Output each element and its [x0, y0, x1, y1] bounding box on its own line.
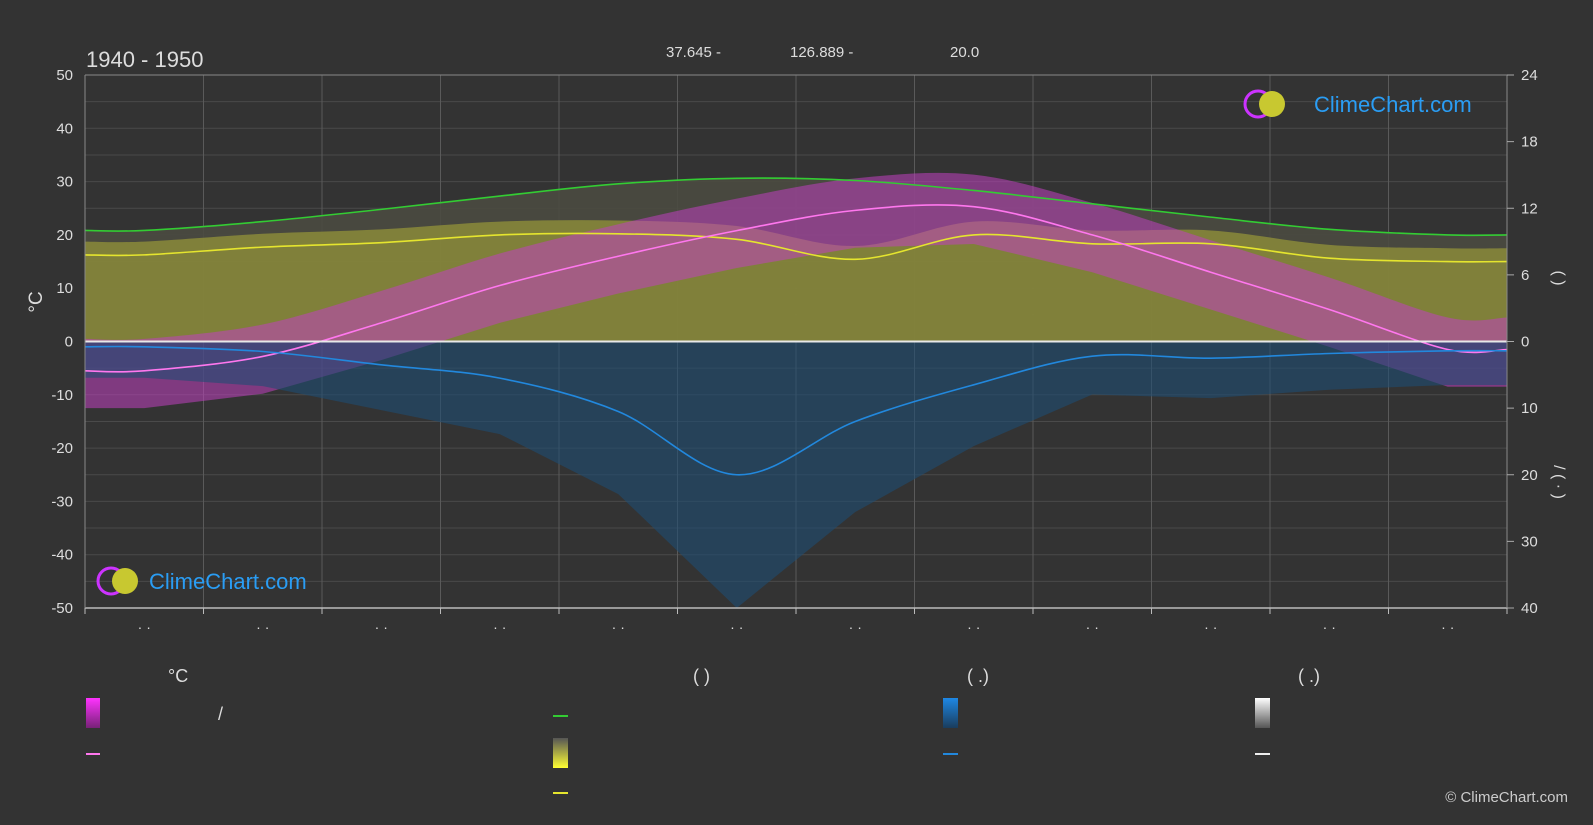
y-right-bottom-tick-label: 30: [1521, 533, 1538, 550]
brand-name-bottom: ClimeChart.com: [149, 569, 307, 594]
legend-rain-mean-swatch: [943, 753, 958, 755]
temperature-mean-line: [84, 204, 1508, 373]
x-tick-label: · ·: [612, 619, 625, 635]
logo-sun-icon: [112, 568, 138, 594]
x-tick-label: · ·: [1204, 619, 1217, 635]
legend-temp-mean-swatch: [86, 753, 100, 755]
y-left-tick-label: -50: [51, 600, 73, 617]
x-tick-label: · ·: [1086, 619, 1099, 635]
bands: [85, 172, 1507, 608]
copyright: © ClimeChart.com: [1445, 789, 1568, 806]
daylight-line: [84, 177, 1508, 237]
precipitation-area: [85, 341, 1507, 608]
x-tick-label: · ·: [256, 619, 269, 635]
x-tick-label: · ·: [375, 619, 388, 635]
brand-logo-bottom: ClimeChart.com: [96, 566, 307, 596]
legend-temp-range-swatch: [86, 698, 100, 728]
temperature-range-area: [85, 172, 1507, 409]
legend-snow-mean-swatch: [1255, 753, 1270, 755]
x-tick-label: · ·: [493, 619, 506, 635]
legend-head-rain: ( .): [967, 666, 989, 686]
y-right-bottom-tick-label: 40: [1521, 600, 1538, 617]
sunshine-line: [84, 232, 1508, 263]
legend-sunshine-swatch: [553, 792, 568, 794]
y-left-tick-label: 0: [65, 334, 73, 351]
y-right-top-tick-label: 12: [1521, 200, 1538, 217]
brand-name-top: ClimeChart.com: [1314, 92, 1472, 117]
y-left-tick-label: -20: [51, 440, 73, 457]
legend-daylight-swatch: [553, 715, 568, 717]
series-lines: [84, 177, 1508, 476]
y-right-top-tick-label: 6: [1521, 267, 1529, 284]
y-right-top-tick-label: 0: [1521, 334, 1529, 351]
legend-sunshine-range-swatch: [553, 738, 568, 768]
y-right-top-tick-label: 18: [1521, 134, 1538, 151]
elevation-value: 20.0: [950, 44, 979, 61]
y-left-tick-label: 30: [56, 174, 73, 191]
x-tick-label: · ·: [1441, 619, 1454, 635]
brand-logo-top: ClimeChart.com: [1243, 89, 1472, 119]
y-right-bottom-axis-label: / ( · ): [1550, 465, 1567, 499]
y-left-tick-label: 20: [56, 227, 73, 244]
precipitation-mean-line: [84, 345, 1508, 476]
legend-snow-range-swatch: [1255, 698, 1270, 728]
latitude-value: 37.645 -: [666, 44, 721, 61]
legend-temp-range-label: /: [218, 704, 223, 724]
y-right-top-axis-label: ( ): [1550, 270, 1567, 285]
y-left-tick-label: -40: [51, 547, 73, 564]
x-tick-label: · ·: [138, 619, 151, 635]
legend-head-snow: ( .): [1298, 666, 1320, 686]
y-left-tick-label: 40: [56, 120, 73, 137]
y-left-axis-label: °C: [26, 291, 47, 312]
y-right-top-tick-label: 24: [1521, 67, 1538, 84]
logo-sun-icon: [1259, 91, 1285, 117]
x-tick-label: · ·: [967, 619, 980, 635]
y-left-tick-label: 10: [56, 280, 73, 297]
y-left-tick-label: 50: [56, 67, 73, 84]
legend-head-sun: ( ): [693, 666, 710, 686]
x-tick-label: · ·: [730, 619, 743, 635]
legend-rain-range-swatch: [943, 698, 958, 728]
y-right-bottom-tick-label: 10: [1521, 400, 1538, 417]
legend-head-temperature: °C: [168, 666, 188, 686]
x-tick-label: · ·: [1323, 619, 1336, 635]
y-left-tick-label: -10: [51, 387, 73, 404]
period-title: 1940 - 1950: [86, 47, 203, 72]
y-left-tick-label: -30: [51, 493, 73, 510]
legend: °C ( ) ( .) ( .) /: [86, 666, 1320, 794]
longitude-value: 126.889 -: [790, 44, 853, 61]
y-right-bottom-tick-label: 20: [1521, 467, 1538, 484]
axes: 50 40 30 20 10 0 -10 -20 -30 -40 -50 24 18 12 6 0 10 20 30…: [51, 67, 1537, 635]
x-tick-label: · ·: [849, 619, 862, 635]
